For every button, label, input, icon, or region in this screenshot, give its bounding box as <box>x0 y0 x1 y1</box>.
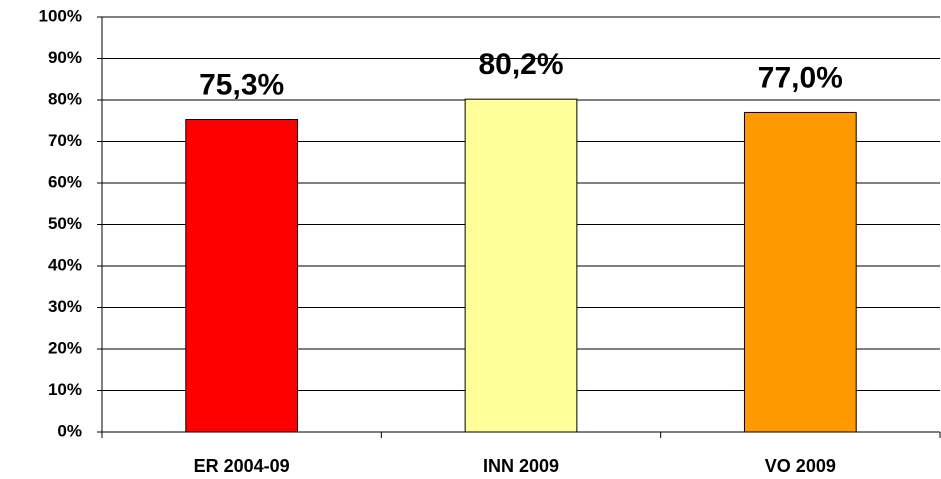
y-tick-label: 80% <box>48 89 82 108</box>
x-tick-label: VO 2009 <box>765 456 836 476</box>
bar <box>743 111 857 433</box>
y-tick-label: 50% <box>48 214 82 233</box>
value-label: 77,0% <box>758 61 843 94</box>
y-tick-label: 20% <box>48 338 82 357</box>
x-tick-label: INN 2009 <box>483 456 559 476</box>
y-tick-label: 90% <box>48 48 82 67</box>
bar <box>185 119 299 433</box>
y-tick-label: 40% <box>48 255 82 274</box>
value-label: 75,3% <box>199 68 284 101</box>
y-tick-label: 30% <box>48 297 82 316</box>
y-tick-label: 10% <box>48 380 82 399</box>
y-tick-label: 60% <box>48 172 82 191</box>
y-tick-label: 0% <box>57 421 82 440</box>
value-label: 80,2% <box>478 48 563 81</box>
y-tick-label: 70% <box>48 131 82 150</box>
y-tick-label: 100% <box>39 6 82 25</box>
bar <box>464 98 578 433</box>
x-tick-label: ER 2004-09 <box>194 456 290 476</box>
